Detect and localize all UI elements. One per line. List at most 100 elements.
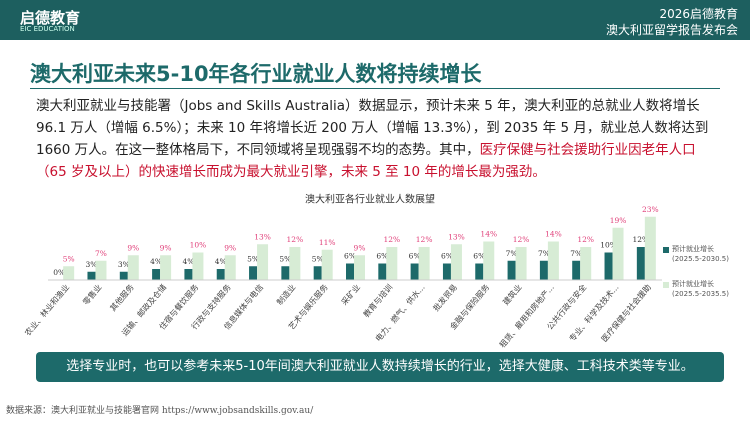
- bar: [442, 263, 451, 280]
- value-label: 6%: [376, 252, 388, 261]
- x-tick-label: 批发贸易: [431, 282, 459, 313]
- value-label: 9%: [224, 243, 236, 252]
- x-tick-label: 建筑业: [501, 282, 524, 307]
- x-tick-label: 租赁、雇用和房地产...: [497, 282, 556, 349]
- bar: [216, 269, 225, 280]
- bar: [313, 266, 322, 280]
- value-label: 10%: [190, 241, 207, 250]
- value-label: 6%: [409, 252, 421, 261]
- value-label: 4%: [215, 257, 227, 266]
- value-label: 6%: [473, 252, 485, 261]
- bar: [160, 255, 172, 280]
- value-label: 23%: [642, 205, 659, 214]
- paragraph-text: 澳大利亚就业与技能署（Jobs and Skills Australia）数据显…: [36, 98, 709, 158]
- value-label: 14%: [480, 230, 497, 239]
- value-label: 7%: [570, 249, 582, 258]
- bar: [95, 260, 107, 280]
- value-label: 12%: [577, 235, 594, 244]
- event-year: 2026启德教育: [659, 7, 738, 21]
- bar: [321, 249, 333, 280]
- paragraph: 澳大利亚就业与技能署（Jobs and Skills Australia）数据显…: [36, 95, 726, 183]
- bar: [410, 263, 419, 280]
- slide-title: 澳大利亚未来5-10年各行业就业人数将持续增长: [30, 62, 482, 86]
- value-label: 6%: [344, 252, 356, 261]
- value-label: 3%: [86, 260, 98, 269]
- value-label: 5%: [247, 254, 259, 263]
- bar: [418, 247, 430, 280]
- value-label: 10%: [600, 241, 617, 250]
- bar: [354, 255, 365, 280]
- value-label: 13%: [254, 232, 271, 241]
- value-label: 14%: [545, 230, 562, 239]
- bar: [547, 241, 559, 280]
- value-label: 19%: [610, 216, 627, 225]
- bar: [515, 247, 527, 280]
- event-name: 澳大利亚留学报告发布会: [605, 23, 738, 37]
- value-label: 4%: [150, 257, 162, 266]
- value-label: 12%: [633, 235, 650, 244]
- bar: [257, 244, 269, 280]
- bar: [636, 247, 645, 280]
- value-label: 7%: [95, 249, 107, 258]
- value-label: 7%: [506, 249, 518, 258]
- paragraph-highlight: 医疗保健与社会援助行业因老年人口（65 岁及以上）的快速增长而成为最大就业引擎，…: [36, 142, 696, 180]
- bar: [483, 241, 495, 280]
- bar: [604, 252, 613, 280]
- value-label: 0%: [53, 268, 65, 277]
- bar: [346, 263, 354, 280]
- bar: [475, 263, 484, 280]
- bar: [378, 263, 387, 280]
- value-label: 12%: [383, 235, 400, 244]
- title-rule: [30, 88, 720, 89]
- tip-box: 选择专业时，也可以参考未来5-10年间澳大利亚就业人数持续增长的行业，选择大健康…: [36, 352, 724, 382]
- bar: [507, 260, 516, 280]
- legend-swatch: [663, 247, 669, 253]
- legend-label: 预计就业增长 (2025.5-2035.5): [672, 280, 729, 298]
- chart: 澳大利亚各行业就业人数展望 0% 5% 农业、林业和渔业 3% 7% 零售业 3% 9% 其他服…: [22, 193, 662, 350]
- bar: [192, 252, 204, 280]
- value-label: 5%: [312, 254, 324, 263]
- bar: [119, 271, 128, 280]
- bar: [152, 269, 161, 280]
- logo-en: EIC EDUCATION: [20, 25, 75, 33]
- bar: [249, 266, 258, 280]
- bar: [289, 247, 301, 280]
- value-label: 9%: [354, 243, 366, 252]
- bar: [184, 269, 193, 280]
- value-label: 9%: [127, 243, 139, 252]
- bar: [539, 260, 548, 280]
- bar: [612, 227, 624, 280]
- value-label: 7%: [538, 249, 550, 258]
- legend-label: 预计就业增长 (2025.5-2030.5): [672, 245, 729, 263]
- bar: [644, 216, 656, 280]
- value-label: 6%: [441, 252, 453, 261]
- bar: [87, 271, 96, 280]
- source: 数据来源：澳大利亚就业与技能署官网 https://www.jobsandski…: [6, 406, 314, 416]
- x-tick-label: 制造业: [274, 282, 297, 307]
- x-tick-label: 其他服务: [108, 282, 136, 313]
- value-label: 11%: [319, 238, 336, 247]
- value-label: 13%: [448, 232, 465, 241]
- value-label: 12%: [287, 235, 304, 244]
- bar: [224, 255, 236, 280]
- x-tick-label: 零售业: [80, 282, 103, 307]
- chart-title: 澳大利亚各行业就业人数展望: [305, 193, 435, 206]
- bar: [127, 255, 139, 280]
- bar: [281, 266, 290, 280]
- x-tick-label: 采矿业: [339, 282, 362, 307]
- value-label: 12%: [513, 235, 530, 244]
- x-tick-label: 教育与培训: [361, 282, 394, 319]
- bar: [450, 244, 462, 280]
- value-label: 4%: [182, 257, 194, 266]
- bar: [63, 266, 75, 280]
- bar: [386, 247, 398, 280]
- bar: [572, 260, 581, 280]
- bar: [580, 247, 592, 280]
- value-label: 5%: [279, 254, 291, 263]
- legend-swatch: [663, 282, 669, 288]
- value-label: 5%: [63, 254, 75, 263]
- value-label: 12%: [416, 235, 433, 244]
- header-bar: [0, 0, 750, 40]
- value-label: 9%: [160, 243, 172, 252]
